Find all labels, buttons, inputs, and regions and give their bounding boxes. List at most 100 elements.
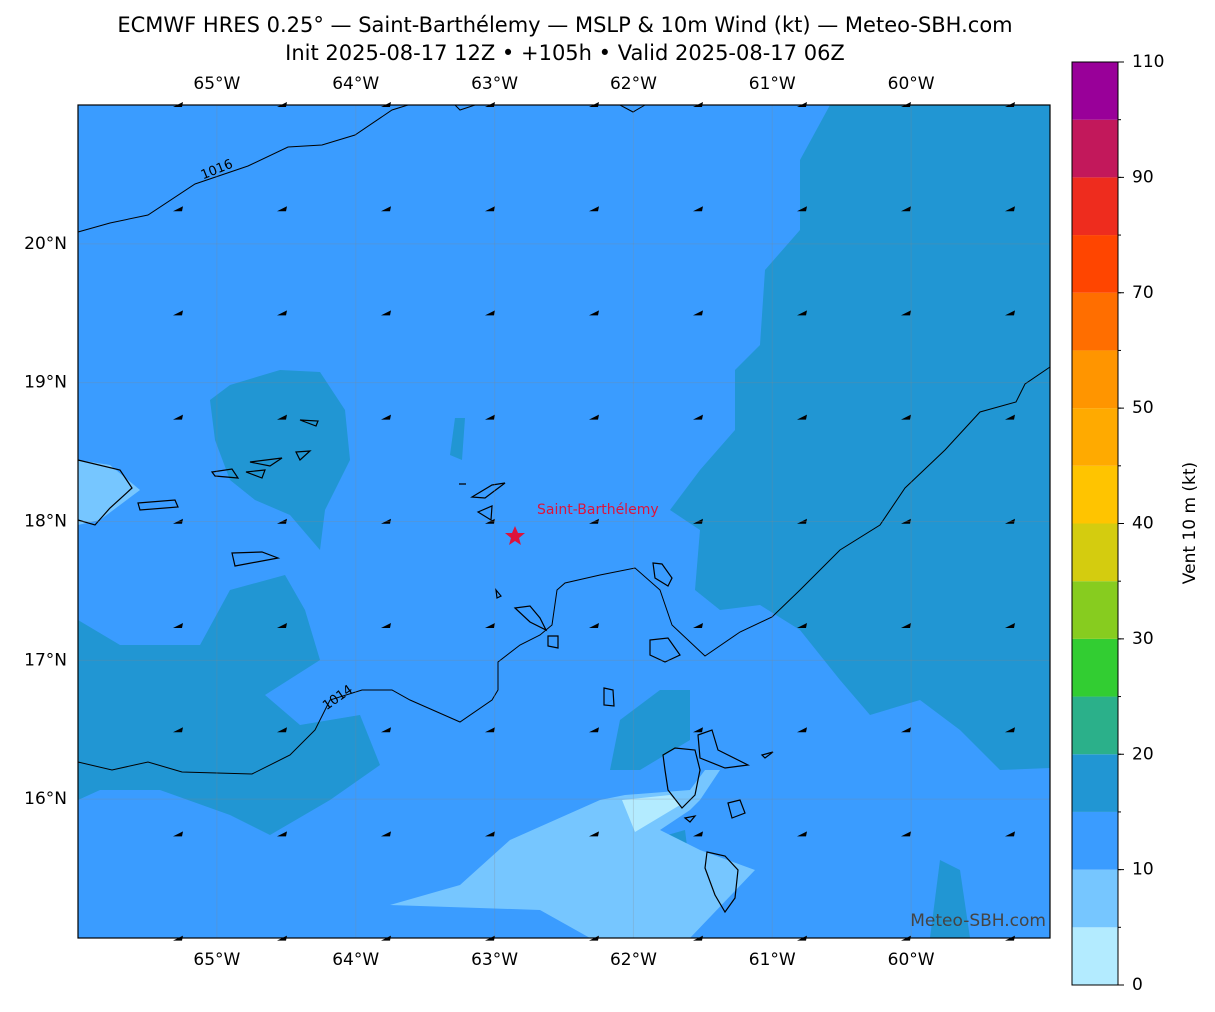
- colorbar-tick-label: 30: [1132, 629, 1154, 649]
- colorbar-tick-label: 70: [1132, 283, 1154, 303]
- lon-label: 65°W: [193, 950, 240, 970]
- colorbar-band: [1072, 754, 1118, 812]
- colorbar-tick-label: 110: [1132, 52, 1164, 72]
- wind-arrow: [693, 414, 703, 420]
- colorbar-band: [1072, 927, 1118, 985]
- wind-arrow: [485, 518, 495, 524]
- location-marker: [505, 526, 525, 545]
- wind-arrow: [797, 414, 807, 420]
- lat-label: 16°N: [24, 789, 67, 809]
- wind-arrow: [1005, 623, 1015, 628]
- watermark: Meteo-SBH.com: [910, 911, 1046, 931]
- title: ECMWF HRES 0.25° — Saint-Barthélemy — MS…: [117, 13, 1012, 37]
- wind-zone: [610, 690, 690, 770]
- wind-arrow: [277, 831, 287, 837]
- wind-arrow: [797, 518, 807, 524]
- wind-arrow: [797, 206, 807, 212]
- lat-label: 17°N: [24, 650, 67, 670]
- wind-arrow: [173, 727, 183, 733]
- wind-arrow: [381, 623, 391, 628]
- wind-zone: [450, 418, 465, 460]
- wind-arrow: [901, 206, 911, 212]
- wind-arrow: [1005, 727, 1015, 733]
- colorbar-band: [1072, 119, 1118, 178]
- colorbar-band: [1072, 235, 1118, 293]
- lon-label: 61°W: [749, 74, 796, 94]
- lat-label: 19°N: [24, 373, 67, 393]
- colorbar-band: [1072, 465, 1118, 524]
- colorbar-label: Vent 10 m (kt): [1180, 462, 1200, 584]
- wind-arrow: [901, 310, 911, 316]
- wind-arrow: [693, 727, 703, 733]
- wind-arrow: [693, 206, 703, 212]
- lon-label: 65°W: [193, 74, 240, 94]
- location-label: Saint-Barthélemy: [537, 502, 659, 518]
- wind-arrow: [173, 310, 183, 316]
- wind-arrow: [589, 623, 599, 628]
- wind-arrow: [1005, 310, 1015, 316]
- lat-label: 18°N: [24, 512, 67, 532]
- wind-arrow: [589, 518, 599, 524]
- lon-label: 61°W: [749, 950, 796, 970]
- wind-zone: [622, 795, 680, 832]
- wind-arrow: [797, 310, 807, 316]
- wind-arrow: [1005, 206, 1015, 212]
- wind-arrow: [485, 414, 495, 420]
- wind-arrow: [173, 206, 183, 212]
- wind-zone: [930, 860, 970, 938]
- colorbar-band: [1072, 62, 1118, 120]
- wind-arrow: [173, 831, 183, 837]
- wind-zone: [78, 460, 140, 525]
- colorbar-tick-label: 10: [1132, 860, 1154, 880]
- wind-arrow: [693, 831, 703, 837]
- lon-label: 64°W: [332, 74, 379, 94]
- colorbar-tick-label: 20: [1132, 744, 1154, 764]
- wind-arrow: [797, 727, 807, 733]
- wind-arrow: [277, 310, 287, 316]
- colorbar-band: [1072, 869, 1118, 928]
- colorbar-band: [1072, 523, 1118, 582]
- wind-arrow: [901, 831, 911, 837]
- map-frame: [77, 104, 1051, 939]
- wind-arrow: [381, 727, 391, 733]
- wind-arrow: [589, 310, 599, 316]
- wind-arrow: [589, 206, 599, 212]
- wind-arrow: [485, 310, 495, 316]
- colorbar-band: [1072, 350, 1118, 409]
- isobar: [77, 366, 1051, 775]
- wind-arrow: [589, 831, 599, 837]
- wind-arrow: [173, 518, 183, 524]
- wind-arrow: [797, 831, 807, 837]
- colorbar-band: [1072, 581, 1118, 639]
- wind-arrow: [901, 414, 911, 420]
- colorbar-band: [1072, 177, 1118, 236]
- wind-arrow: [485, 623, 495, 628]
- wind-arrow: [381, 310, 391, 316]
- colorbar-band: [1072, 696, 1118, 755]
- lon-label: 64°W: [332, 950, 379, 970]
- wind-arrow: [901, 727, 911, 733]
- lon-label: 60°W: [888, 950, 935, 970]
- wind-arrow: [693, 623, 703, 628]
- subtitle: Init 2025-08-17 12Z • +105h • Valid 2025…: [285, 41, 845, 65]
- lon-label: 60°W: [888, 74, 935, 94]
- wind-arrow: [277, 206, 287, 212]
- wind-arrow: [1005, 831, 1015, 837]
- wind-arrow: [381, 831, 391, 837]
- map: [77, 102, 1051, 941]
- wind-arrow: [901, 518, 911, 524]
- coastlines: [77, 419, 774, 914]
- colorbar-band: [1072, 638, 1118, 697]
- wind-arrow: [381, 518, 391, 524]
- wind-arrow: [797, 623, 807, 628]
- wind-arrow: [1005, 414, 1015, 420]
- wind-arrow: [485, 727, 495, 733]
- wind-arrow: [589, 727, 599, 733]
- colorbar-tick-label: 40: [1132, 514, 1154, 534]
- wind-arrow: [381, 206, 391, 212]
- isobar: [77, 104, 409, 233]
- wind-arrow: [277, 518, 287, 524]
- colorbar-band: [1072, 811, 1118, 870]
- colorbar-tick-label: 90: [1132, 167, 1154, 187]
